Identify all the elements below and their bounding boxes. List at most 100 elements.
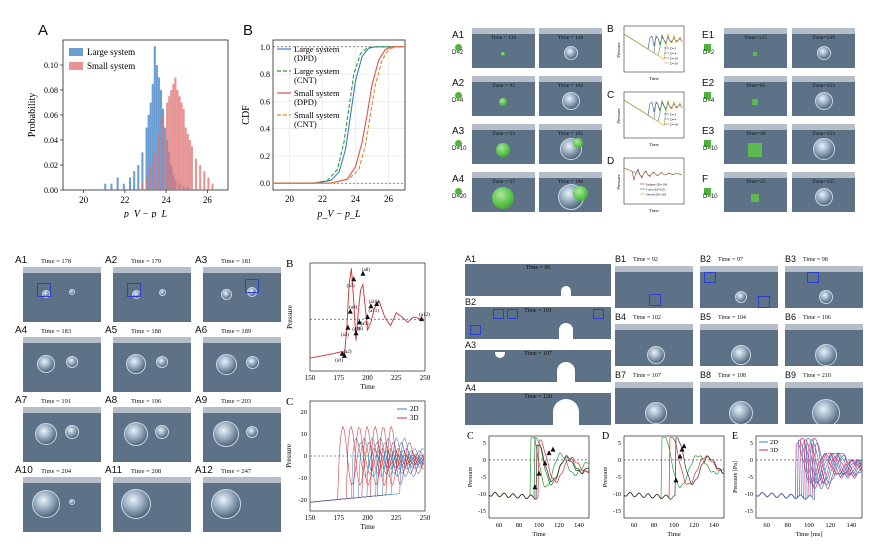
xtick: 140 bbox=[574, 522, 584, 529]
panel-label-A: A bbox=[38, 22, 49, 39]
tile-label: A6 bbox=[195, 325, 208, 336]
sim-frame bbox=[615, 382, 693, 424]
mini-chart: Time Pressure D=2D=4D=10 bbox=[616, 91, 685, 147]
tile-time: Time = 92 bbox=[633, 257, 658, 263]
bubble bbox=[729, 401, 753, 424]
ytick: 20 bbox=[301, 409, 308, 416]
hist-bar bbox=[180, 102, 183, 190]
tile-time: Time = 247 bbox=[221, 468, 252, 475]
point-label: (a9) bbox=[360, 322, 368, 327]
highlight-box bbox=[807, 272, 819, 283]
hist-bar bbox=[129, 177, 132, 190]
cdf-chart: 20 22 24 26 0.0 0.2 0.4 0.6 0.8 1.0 p_V − p_L CDF La… bbox=[241, 39, 406, 220]
ytick: -10 bbox=[745, 492, 753, 498]
hist-bar bbox=[159, 90, 162, 190]
hist-bar bbox=[141, 152, 144, 190]
bubble bbox=[32, 490, 60, 518]
row-label: A3 bbox=[452, 126, 465, 137]
hist-bar bbox=[190, 146, 193, 190]
ylabel: Pressure bbox=[603, 467, 609, 488]
bottom-right-chart-E: 60 80 100 120 140 -15 -10 -5 0 5 Time [ms] Pressure… bbox=[732, 431, 863, 538]
ytick: -10 bbox=[478, 492, 486, 498]
tile-label: B2 bbox=[700, 254, 712, 264]
xtick: 150 bbox=[305, 514, 316, 522]
sim-frame: Time=65 bbox=[724, 76, 787, 116]
chart-frame bbox=[623, 435, 725, 519]
tile-time: Time = 179 bbox=[131, 258, 162, 265]
sim-frame: Time = 92 bbox=[472, 76, 535, 116]
sim-frame bbox=[113, 337, 191, 392]
highlight-box bbox=[507, 309, 518, 319]
sim-frame bbox=[203, 337, 281, 392]
ytick: -15 bbox=[745, 509, 753, 515]
point-marker bbox=[360, 270, 366, 276]
hist-bar bbox=[104, 183, 107, 190]
hist-bar bbox=[188, 140, 191, 190]
highlight-box bbox=[470, 325, 481, 335]
hist-bar bbox=[162, 115, 165, 190]
bubble bbox=[735, 291, 747, 303]
bubble bbox=[813, 138, 835, 160]
hist-bar bbox=[168, 96, 171, 190]
frame-time: Time=153 bbox=[812, 131, 835, 137]
chart-frame bbox=[309, 262, 426, 372]
mini-label: B bbox=[607, 24, 614, 35]
row-label: A3 bbox=[465, 340, 477, 350]
cdf-xtick: 22 bbox=[318, 194, 327, 204]
point-marker bbox=[339, 350, 345, 356]
hist-ytick: 0.04 bbox=[44, 136, 58, 145]
tile-time: Time = 178 bbox=[41, 258, 72, 265]
green-bubble bbox=[492, 187, 514, 209]
ytick: 10 bbox=[301, 431, 308, 438]
mini-legend-entry: D=4 bbox=[670, 52, 677, 56]
hist-xtick: 20 bbox=[79, 195, 89, 205]
xlabel: Time bbox=[667, 531, 681, 538]
cdf-xtick: 20 bbox=[285, 194, 295, 204]
ytick: -15 bbox=[478, 509, 486, 515]
cdf-ytick: 0.2 bbox=[260, 152, 270, 161]
mini-legend-entry: Sphere (D=10) bbox=[646, 183, 668, 187]
bubble bbox=[245, 355, 259, 369]
histogram-chart: 20 22 24 26 0.00 0.02 0.04 0.06 0.08 0.10 p_V − p_… bbox=[27, 39, 229, 218]
mini-line bbox=[623, 167, 683, 178]
ytick: -20 bbox=[298, 497, 307, 504]
frame-time: Time = 107 bbox=[524, 351, 552, 357]
row-label: E2 bbox=[702, 78, 715, 89]
bubble bbox=[815, 344, 837, 366]
hist-bar bbox=[207, 177, 210, 190]
hist-bar bbox=[211, 183, 214, 190]
mini-ylabel: Pressure bbox=[616, 108, 621, 123]
hist-bar bbox=[166, 102, 169, 190]
mini-legend-entry: Cube (D=10) bbox=[646, 188, 665, 192]
tile-label: B9 bbox=[785, 370, 797, 380]
frame-time: Time = 67 bbox=[492, 179, 515, 185]
cdf-ytick: 0.8 bbox=[260, 70, 270, 79]
hist-ytick: 0.10 bbox=[44, 61, 58, 70]
xtick: 120 bbox=[554, 522, 564, 529]
row-sub: D=4 bbox=[452, 98, 464, 104]
hist-bar bbox=[172, 83, 175, 190]
bubble bbox=[124, 422, 148, 446]
pressure-line bbox=[755, 442, 863, 501]
frame-time: Time=135 bbox=[812, 179, 835, 185]
mini-xlabel: Time bbox=[649, 208, 658, 213]
hist-ytick: 0.08 bbox=[44, 86, 58, 95]
bubble bbox=[645, 402, 667, 424]
legend-entry: Small system bbox=[294, 110, 340, 120]
tile-time: Time = 191 bbox=[41, 398, 72, 405]
sim-frame: Time = 180 bbox=[539, 172, 602, 212]
sim-frame bbox=[785, 266, 863, 308]
chart-frame bbox=[755, 435, 863, 519]
point-marker bbox=[351, 276, 357, 282]
tile-label: B8 bbox=[700, 370, 712, 380]
point-marker bbox=[546, 450, 552, 456]
hist-bar bbox=[164, 127, 167, 190]
cdf-xlabel: p_V − p_L bbox=[316, 209, 361, 220]
mini-legend-entry: D=2 bbox=[670, 113, 677, 117]
pressure-line bbox=[623, 437, 725, 500]
tile-label: B4 bbox=[615, 312, 627, 322]
bubble bbox=[647, 346, 665, 364]
green-bubble bbox=[573, 138, 583, 148]
chart-frame bbox=[488, 435, 590, 519]
green-cube bbox=[748, 143, 762, 157]
